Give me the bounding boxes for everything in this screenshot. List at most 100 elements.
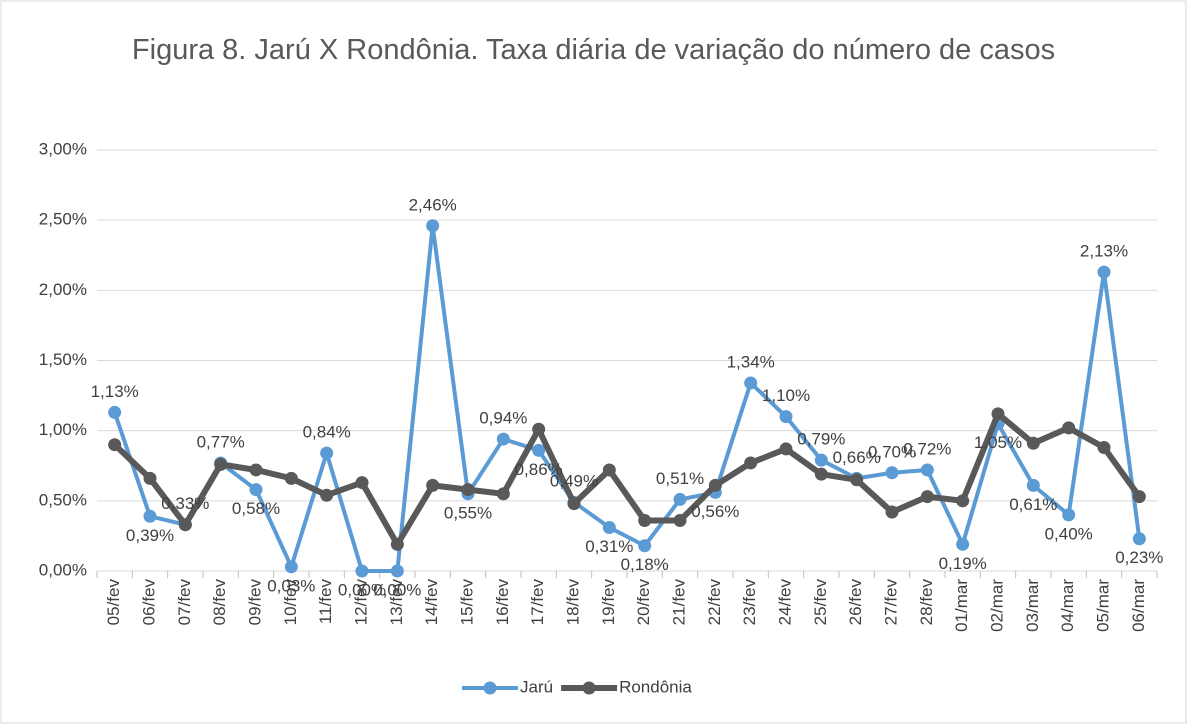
- data-label: 0,56%: [691, 502, 739, 521]
- data-label: 0,39%: [126, 526, 174, 545]
- data-point: [1026, 436, 1040, 450]
- data-point: [673, 513, 687, 527]
- chart-title: Figura 8. Jarú X Rondônia. Taxa diária d…: [131, 34, 1056, 66]
- x-tick-label: 06/mar: [1129, 579, 1148, 632]
- x-tick-label: 25/fev: [811, 579, 830, 626]
- data-label: 1,34%: [727, 352, 775, 371]
- x-tick-label: 02/mar: [987, 579, 1006, 632]
- legend-marker: [483, 681, 497, 695]
- x-tick-label: 15/fev: [457, 579, 476, 626]
- x-tick-label: 03/mar: [1023, 579, 1042, 632]
- data-point: [779, 442, 793, 456]
- data-point: [638, 539, 652, 553]
- data-label: 0,31%: [585, 537, 633, 556]
- x-tick-label: 22/fev: [705, 579, 724, 626]
- data-label: 0,66%: [833, 448, 881, 467]
- data-point: [1132, 490, 1146, 504]
- data-point: [920, 463, 934, 477]
- data-label: 0,72%: [903, 439, 951, 458]
- data-point: [143, 509, 157, 523]
- data-point: [284, 471, 298, 485]
- data-point: [602, 520, 616, 534]
- x-tick-label: 18/fev: [563, 579, 582, 626]
- legend-marker: [582, 681, 596, 695]
- data-point: [708, 478, 722, 492]
- data-point: [108, 438, 122, 452]
- data-point: [320, 446, 334, 460]
- data-point: [496, 432, 510, 446]
- x-tick-label: 01/mar: [952, 579, 971, 632]
- x-tick-label: 13/fev: [387, 579, 406, 626]
- data-point: [178, 518, 192, 532]
- data-point: [744, 376, 758, 390]
- data-label: 1,13%: [91, 382, 139, 401]
- data-point: [1062, 421, 1076, 435]
- data-label: 1,10%: [762, 386, 810, 405]
- data-point: [390, 537, 404, 551]
- y-tick-label: 0,50%: [39, 490, 87, 509]
- x-tick-label: 05/fev: [104, 579, 123, 626]
- data-point: [956, 494, 970, 508]
- data-point: [426, 478, 440, 492]
- data-point: [496, 487, 510, 501]
- data-point: [638, 513, 652, 527]
- x-tick-label: 04/mar: [1058, 579, 1077, 632]
- data-point: [390, 564, 404, 578]
- y-tick-label: 2,50%: [39, 210, 87, 229]
- x-tick-label: 14/fev: [422, 579, 441, 626]
- data-point: [320, 488, 334, 502]
- data-point: [920, 490, 934, 504]
- data-point: [1132, 532, 1146, 546]
- data-label: 0,49%: [550, 472, 598, 491]
- data-point: [567, 497, 581, 511]
- data-point: [814, 467, 828, 481]
- x-tick-label: 21/fev: [669, 579, 688, 626]
- data-point: [885, 505, 899, 519]
- data-point: [355, 564, 369, 578]
- x-tick-label: 07/fev: [175, 579, 194, 626]
- data-label: 0,40%: [1045, 524, 1093, 543]
- x-tick-label: 19/fev: [599, 579, 618, 626]
- x-tick-label: 28/fev: [917, 579, 936, 626]
- data-label: 0,58%: [232, 499, 280, 518]
- data-point: [143, 471, 157, 485]
- data-point: [108, 405, 122, 419]
- data-point: [956, 537, 970, 551]
- data-label: 0,84%: [303, 423, 351, 442]
- data-point: [850, 473, 864, 487]
- y-tick-label: 1,00%: [39, 420, 87, 439]
- x-tick-label: 05/mar: [1093, 579, 1112, 632]
- data-point: [885, 466, 899, 480]
- x-tick-label: 17/fev: [528, 579, 547, 626]
- data-point: [1026, 478, 1040, 492]
- x-tick-label: 10/fev: [281, 579, 300, 626]
- data-point: [249, 463, 263, 477]
- data-point: [1097, 265, 1111, 279]
- data-label: 1,05%: [974, 433, 1022, 452]
- x-tick-label: 11/fev: [316, 579, 335, 625]
- data-point: [355, 476, 369, 490]
- series-line: [112, 223, 1142, 573]
- data-label: 0,00%: [373, 580, 421, 599]
- y-tick-label: 2,00%: [39, 280, 87, 299]
- data-label: 0,77%: [197, 432, 245, 451]
- x-tick-label: 24/fev: [775, 579, 794, 626]
- data-label: 0,55%: [444, 503, 492, 522]
- data-label: 0,00%: [338, 580, 386, 599]
- data-label: 0,18%: [621, 555, 669, 574]
- data-point: [461, 483, 475, 497]
- x-tick-label: 27/fev: [881, 579, 900, 626]
- data-point: [532, 443, 546, 457]
- data-label: 2,46%: [409, 195, 457, 214]
- x-tick-label: 23/fev: [740, 579, 759, 626]
- legend-label: Rondônia: [619, 677, 692, 696]
- data-label: 0,19%: [939, 554, 987, 573]
- data-point: [284, 560, 298, 574]
- data-point: [673, 492, 687, 506]
- x-tick-label: 16/fev: [493, 579, 512, 626]
- data-label: 0,33%: [161, 494, 209, 513]
- data-label: 0,86%: [515, 460, 563, 479]
- data-label: 0,70%: [868, 442, 916, 461]
